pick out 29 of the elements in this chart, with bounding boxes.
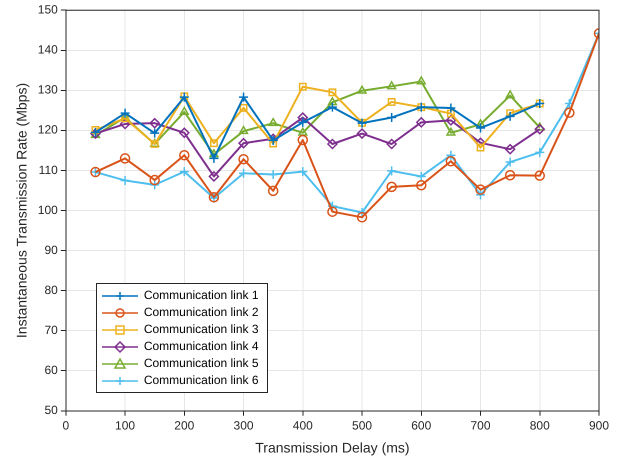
legend-label: Communication link 5: [144, 356, 259, 370]
x-tick-label: 800: [530, 418, 550, 432]
legend-label: Communication link 2: [144, 304, 259, 319]
y-tick-label: 70: [44, 322, 58, 337]
y-tick-label: 120: [38, 122, 58, 137]
y-axis-title: Instantaneous Transmission Rate (Mbps): [13, 82, 30, 338]
x-tick-label: 500: [352, 418, 372, 432]
x-tick-label: 300: [234, 418, 254, 432]
y-tick-label: 50: [44, 403, 58, 418]
legend-label: Communication link 1: [144, 288, 259, 302]
x-tick-label: 900: [588, 418, 610, 432]
x-tick-label: 0: [62, 418, 70, 432]
x-tick-label: 200: [174, 418, 195, 432]
x-tick-label: 700: [470, 418, 491, 432]
legend-label: Communication link 4: [144, 338, 259, 353]
y-tick-label: 140: [38, 42, 58, 57]
y-tick-label: 90: [44, 242, 58, 257]
y-tick-label: 130: [38, 82, 58, 97]
y-tick-label: 80: [44, 282, 58, 297]
legend-label: Communication link 3: [144, 322, 259, 336]
y-tick-label: 110: [38, 162, 58, 177]
x-tick-label: 400: [292, 418, 314, 432]
y-tick-label: 60: [44, 363, 58, 378]
y-tick-label: 150: [38, 2, 58, 17]
x-tick-label: 600: [411, 418, 432, 432]
y-tick-label: 100: [38, 202, 58, 217]
x-axis-title: Transmission Delay (ms): [255, 439, 410, 456]
x-tick-label: 100: [115, 418, 136, 432]
legend-label: Communication link 6: [144, 372, 259, 387]
